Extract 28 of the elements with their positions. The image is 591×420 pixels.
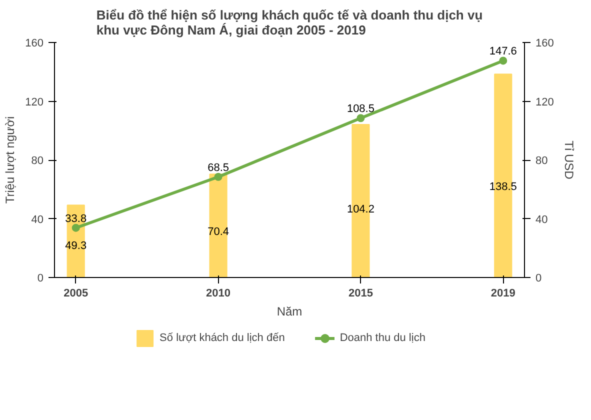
x-axis-title: Năm — [276, 304, 302, 318]
y2-tick-label: 120 — [536, 96, 554, 108]
bar — [209, 174, 228, 278]
y2-tick-label: 160 — [536, 38, 554, 50]
point — [499, 56, 508, 65]
y2-tick-label: 0 — [536, 272, 542, 284]
data-label: 147.6 — [489, 46, 517, 58]
y-tick-label: 0 — [37, 272, 44, 284]
x-tick-label: 2015 — [348, 288, 373, 300]
y-tick-label: 120 — [25, 96, 44, 108]
y-tick-label: 80 — [31, 155, 44, 167]
y2-tick-label: 80 — [536, 155, 548, 167]
point — [214, 172, 222, 181]
x-tick-label: 2010 — [206, 288, 231, 300]
legend-label: Số lượt khách du lịch đến — [160, 332, 285, 344]
chart-title: Biểu đồ thể hiện số lượng khách quốc tế và doanh thu dịch vụ khu vực Đông Nam Á, giai đoạn 2005 - 2019 — [96, 8, 483, 38]
y2-axis-title: Tỉ USD — [562, 140, 576, 180]
data-label: 108.5 — [346, 103, 374, 116]
y-tick-label: 160 — [25, 38, 44, 50]
x-tick-label: 2005 — [64, 288, 88, 300]
point — [72, 224, 80, 232]
x-tick-label: 2019 — [490, 288, 516, 300]
y-axis-title: Triệu lượt người — [3, 116, 18, 204]
y-tick-label: 40 — [31, 214, 44, 226]
legend-label: Doanh thu du lịch — [340, 332, 426, 344]
data-label: 68.5 — [208, 162, 230, 174]
y2-tick-label: 40 — [536, 214, 548, 226]
point — [356, 114, 365, 122]
